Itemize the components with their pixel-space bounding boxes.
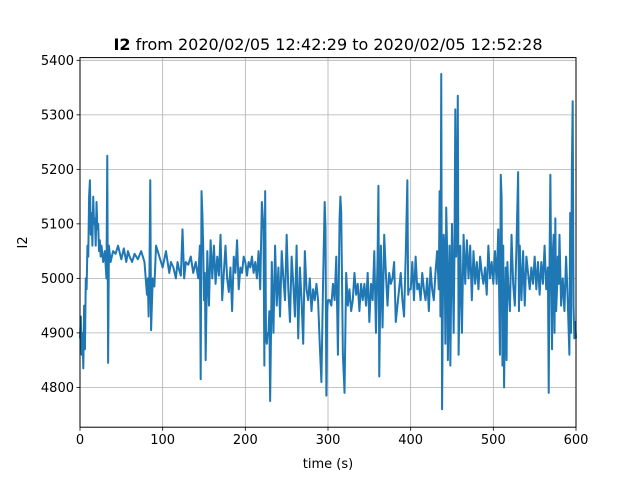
y-tick-label: 5200 <box>41 163 74 178</box>
y-tick-label: 5000 <box>41 272 74 287</box>
y-tick-label: 5300 <box>41 108 74 123</box>
chart-title-bold: I2 <box>113 35 130 54</box>
y-tick-label: 5100 <box>41 217 74 232</box>
x-tick-label: 600 <box>564 433 589 448</box>
x-tick-label: 500 <box>481 433 506 448</box>
x-tick-label: 100 <box>150 433 175 448</box>
x-axis-label: time (s) <box>303 457 353 472</box>
x-tick-label: 300 <box>316 433 341 448</box>
y-axis-label: I2 <box>16 236 31 248</box>
y-tick-label: 4900 <box>41 326 74 341</box>
y-tick-label: 5400 <box>41 54 74 69</box>
y-axis-ticks: 4800 4900 5000 5100 5200 5300 5400 <box>41 54 80 396</box>
chart-title-rest: from 2020/02/05 12:42:29 to 2020/02/05 1… <box>131 35 543 54</box>
x-tick-label: 0 <box>76 433 84 448</box>
x-axis-ticks: 0 100 200 300 400 500 600 <box>76 427 589 448</box>
chart-title: I2 from 2020/02/05 12:42:29 to 2020/02/0… <box>113 35 542 54</box>
x-tick-label: 400 <box>398 433 423 448</box>
series-line-group <box>79 72 577 411</box>
series-line <box>79 72 577 411</box>
x-tick-label: 200 <box>233 433 258 448</box>
y-tick-label: 4800 <box>41 381 74 396</box>
